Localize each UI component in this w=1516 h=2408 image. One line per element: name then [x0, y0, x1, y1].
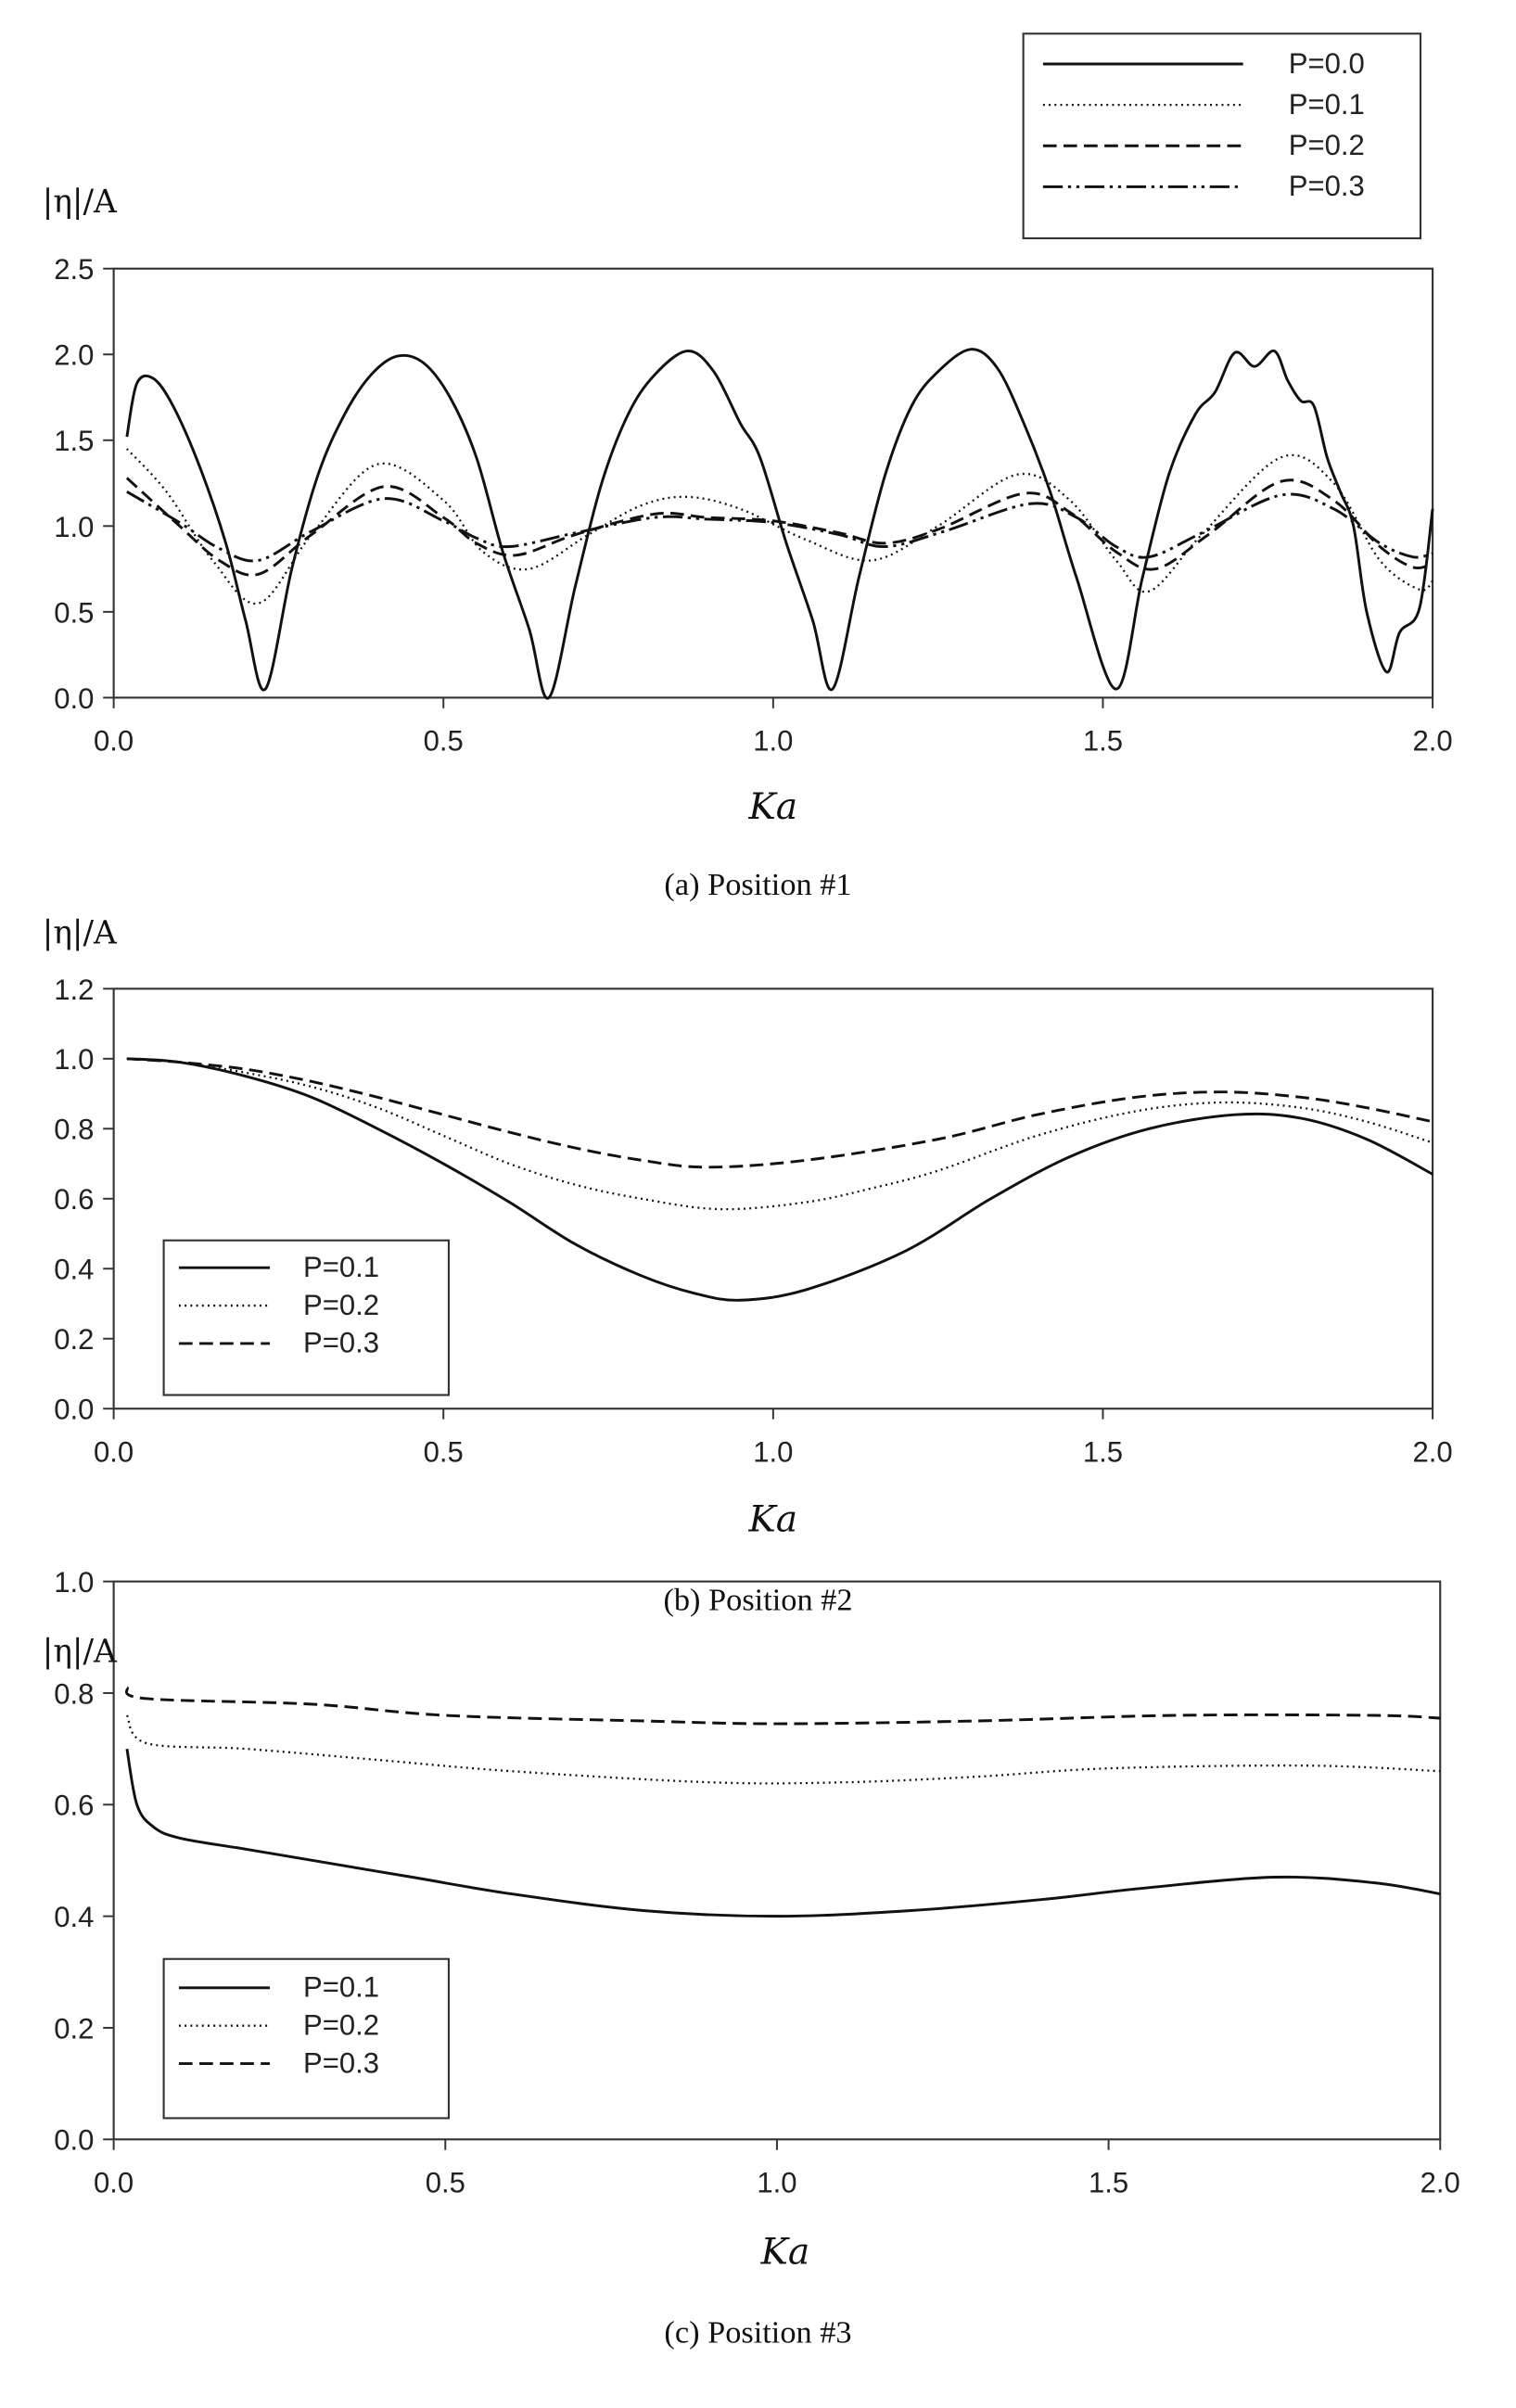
series-line-P02 — [125, 1714, 1441, 1785]
x-tick-label: 2.0 — [1412, 1435, 1452, 1468]
y-tick-label: 1.0 — [54, 1566, 94, 1599]
legend-label: P=0.2 — [303, 2008, 379, 2041]
x-tick-label: 2.0 — [1420, 2167, 1460, 2199]
legend: P=0.1 P=0.2 P=0.3 — [162, 1239, 451, 1396]
chart-panel-c: 0.0 0.5 1.0 1.5 2.0 0.0 0.2 0.4 0.6 0.8 1.0 |η|/A Ka… — [43, 1566, 1460, 2350]
x-tick-label: 1.0 — [753, 1435, 793, 1468]
legend-label: P=0.3 — [303, 1327, 379, 1359]
y-tick-label: 0.0 — [54, 1394, 94, 1426]
plot-frame — [112, 267, 1434, 699]
legend-label: P=0.1 — [303, 1971, 379, 2004]
x-tick-label: 0.0 — [94, 1435, 134, 1468]
y-tick-label: 0.0 — [54, 2124, 94, 2157]
y-tick-label: 0.4 — [54, 1901, 94, 1933]
y-tick-label: 0.8 — [54, 1677, 94, 1710]
x-tick-label: 1.5 — [1083, 1435, 1123, 1468]
panel-caption: (b) Position #2 — [663, 1583, 852, 1618]
x-tick-label: 2.0 — [1412, 725, 1452, 758]
y-tick-label: 2.5 — [54, 253, 94, 286]
series-line-P03 — [125, 1686, 1441, 1726]
y-tick-label: 1.5 — [54, 425, 94, 457]
series-line-P00 — [125, 348, 1434, 700]
y-tick-label: 0.4 — [54, 1254, 94, 1286]
x-axis-label: Ka — [760, 2231, 810, 2273]
legend: P=0.1 P=0.2 P=0.3 — [162, 1957, 451, 2120]
series-line-P03 — [126, 491, 1433, 563]
x-axis-label: Ka — [748, 786, 798, 828]
series-line-P01 — [125, 1748, 1441, 1918]
legend-label: P=0.1 — [303, 1251, 379, 1283]
legend-label: P=0.2 — [1289, 129, 1365, 161]
chart-panel-a: 0.0 0.5 1.0 1.5 2.0 0.0 0.5 1.0 1.5 2.0 2.5 |η|/A Ka… — [43, 32, 1453, 902]
y-tick-label: 0.2 — [54, 1323, 94, 1356]
x-tick-label: 0.0 — [94, 725, 134, 758]
y-tick-label: 0.0 — [54, 682, 94, 715]
panel-caption: (a) Position #1 — [664, 867, 851, 902]
y-tick-label: 0.6 — [54, 1183, 94, 1216]
legend-box — [162, 1957, 451, 2120]
y-tick-label: 2.0 — [54, 339, 94, 372]
y-tick-label: 1.0 — [54, 1043, 94, 1076]
x-tick-label: 0.5 — [424, 725, 464, 758]
legend-label: P=0.1 — [1289, 88, 1365, 121]
legend-label: P=0.3 — [1289, 170, 1365, 202]
y-tick-label: 1.0 — [54, 511, 94, 543]
x-tick-label: 0.0 — [94, 2167, 134, 2199]
series-line-P01 — [126, 448, 1433, 605]
legend-label: P=0.2 — [303, 1289, 379, 1321]
y-axis-label: |η|/A — [43, 914, 118, 951]
y-tick-label: 0.8 — [54, 1114, 94, 1146]
x-tick-label: 1.0 — [753, 725, 793, 758]
y-tick-label: 0.5 — [54, 596, 94, 629]
series-line-P02 — [126, 1057, 1433, 1211]
y-tick-label: 0.2 — [54, 2012, 94, 2045]
x-tick-label: 1.5 — [1083, 725, 1123, 758]
legend-box — [162, 1239, 451, 1396]
x-tick-label: 1.5 — [1089, 2167, 1128, 2199]
series-line-P01 — [126, 1057, 1433, 1302]
y-tick-label: 0.6 — [54, 1790, 94, 1822]
y-tick-label: 1.2 — [54, 974, 94, 1006]
y-axis-label: |η|/A — [43, 1633, 118, 1670]
legend: P=0.0 P=0.1 P=0.2 P=0.3 — [1022, 32, 1422, 240]
legend-label: P=0.0 — [1289, 47, 1365, 80]
x-tick-label: 1.0 — [757, 2167, 796, 2199]
legend-box — [1022, 32, 1422, 240]
series-line-P03 — [126, 1057, 1433, 1169]
x-tick-label: 0.5 — [426, 2167, 465, 2199]
legend-label: P=0.3 — [303, 2046, 379, 2079]
panel-caption: (c) Position #3 — [664, 2314, 851, 2350]
x-tick-label: 0.5 — [424, 1435, 464, 1468]
y-axis-label: |η|/A — [43, 184, 118, 221]
chart-panel-b: 0.0 0.5 1.0 1.5 2.0 0.0 0.2 0.4 0.6 0.8 1.0 1.2 |η|/… — [43, 914, 1453, 1617]
x-axis-label: Ka — [748, 1499, 798, 1541]
